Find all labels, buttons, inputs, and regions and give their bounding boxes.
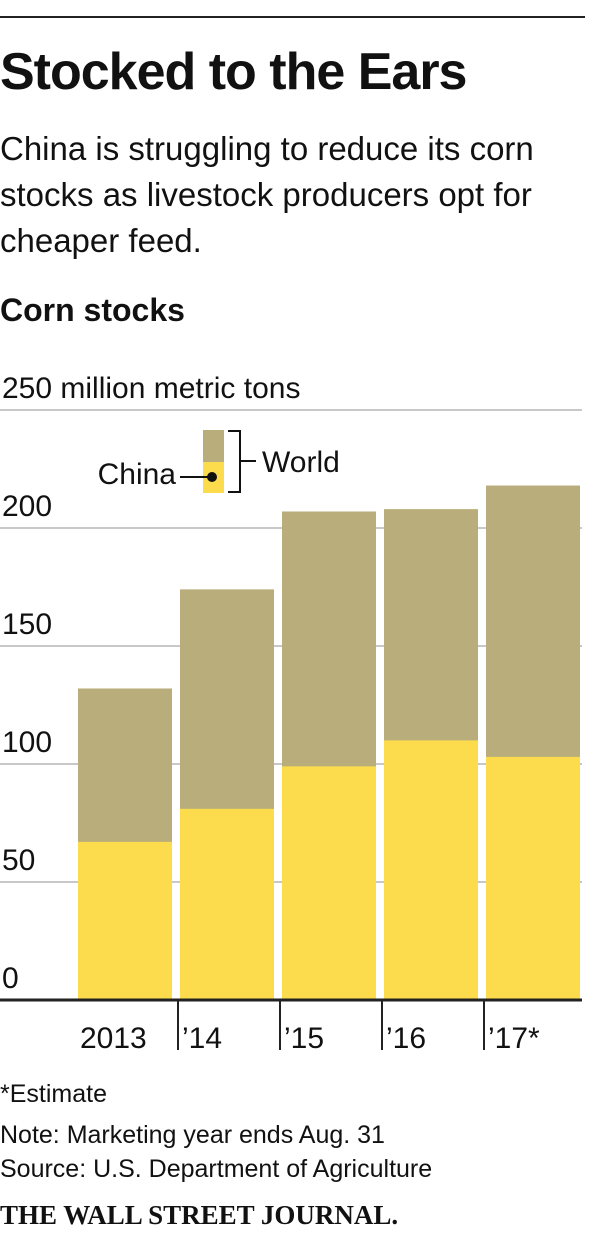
x-tick-label: ’16 — [386, 1022, 426, 1055]
y-tick-label: 100 — [2, 726, 52, 759]
x-tick-label: ’14 — [182, 1022, 222, 1055]
chart-subtitle: China is struggling to reduce its corn s… — [0, 130, 534, 259]
x-tick-label: 2013 — [80, 1022, 147, 1055]
y-tick-label: 150 — [2, 608, 52, 641]
bar — [384, 740, 478, 1000]
bar — [78, 841, 172, 1000]
footnote: *Estimate — [0, 1080, 107, 1108]
y-tick-label: 200 — [2, 490, 52, 523]
note: Note: Marketing year ends Aug. 31 — [0, 1121, 385, 1149]
top-rule — [0, 16, 585, 18]
x-tick-label: ’15 — [284, 1022, 324, 1055]
x-tick-label: ’17* — [488, 1022, 540, 1055]
legend-label: World — [262, 446, 340, 479]
value-label: Corn stocks — [0, 292, 185, 328]
source: Source: U.S. Department of Agriculture — [0, 1155, 433, 1183]
chart-title: Stocked to the Ears — [0, 43, 467, 101]
legend-swatch — [203, 430, 224, 462]
legend-bracket — [228, 430, 256, 493]
y-tick-label: 50 — [2, 844, 35, 877]
bar — [486, 756, 580, 1000]
y-tick-label: 250 million metric tons — [2, 372, 300, 405]
y-tick-label: 0 — [2, 962, 19, 995]
legend-label: China — [98, 458, 177, 491]
publisher: THE WALL STREET JOURNAL. — [0, 1200, 399, 1230]
bar — [180, 808, 274, 1000]
bar — [282, 766, 376, 1000]
